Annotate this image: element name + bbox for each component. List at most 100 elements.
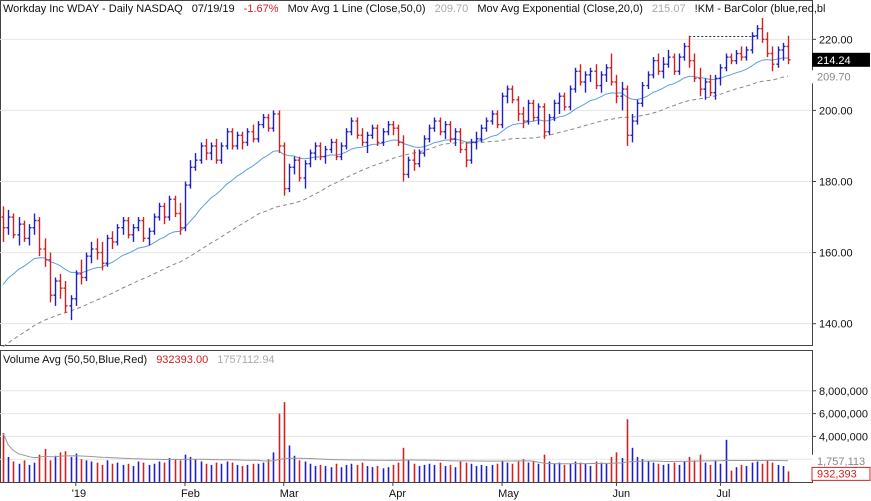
ohlc-bar [500, 92, 505, 129]
ohlc-bar [729, 53, 734, 65]
ohlc-bar [583, 71, 588, 93]
ma2-value: 215.07 [652, 3, 686, 15]
ohlc-bar [209, 142, 214, 161]
ohlc-bar [173, 195, 178, 218]
ohlc-bar [646, 71, 651, 90]
ohlc-bar [786, 35, 791, 65]
price-tick-label: 140.00 [819, 319, 853, 331]
ohlc-bar [443, 121, 448, 139]
ohlc-bar [750, 32, 755, 54]
price-tick-label: 160.00 [819, 248, 853, 260]
ohlc-bar [406, 156, 411, 178]
ohlc-bar [677, 53, 682, 75]
price-panel-frame [0, 0, 813, 346]
ohlc-bar [401, 135, 406, 182]
change-text: -1.67% [244, 3, 279, 15]
ohlc-bar [6, 209, 11, 235]
ohlc-bar [458, 128, 463, 154]
ohlc-bar [251, 124, 256, 143]
ohlc-bar [438, 117, 443, 136]
ohlc-bar [95, 238, 100, 260]
ohlc-bar [453, 128, 458, 146]
ohlc-bar [110, 231, 115, 250]
ohlc-bar [79, 259, 84, 285]
date-tick-label: Feb [181, 488, 200, 500]
ohlc-bar [74, 270, 79, 306]
ma1-value: 209.70 [435, 3, 469, 15]
ohlc-bar [594, 64, 599, 90]
price-bars [1, 18, 791, 321]
barcolor-label: !KM - BarColor (blue,red,bl [695, 3, 826, 15]
ohlc-bar [84, 252, 89, 282]
date-tick-label: Jul [716, 488, 730, 500]
ohlc-bar [261, 113, 266, 129]
ohlc-bar [609, 53, 614, 86]
ohlc-bar [386, 121, 391, 136]
ohlc-bar [271, 110, 276, 132]
volume-tick-label: 4,000,000 [819, 431, 868, 443]
volume-last-label: 932,393 [817, 468, 857, 480]
ohlc-bar [69, 295, 74, 321]
ohlc-bar [770, 46, 775, 72]
volume-last-box [811, 466, 871, 481]
ohlc-bar [427, 124, 432, 143]
ohlc-bar [521, 106, 526, 129]
ohlc-bar [318, 142, 323, 161]
ma1-label: Mov Avg 1 Line (Close,50,0) [288, 3, 426, 15]
date-tick-label: Jun [612, 488, 630, 500]
ohlc-bar [776, 46, 781, 68]
ohlc-bar [303, 160, 308, 189]
ohlc-bar [349, 117, 354, 136]
ohlc-bar [22, 220, 27, 242]
volume-avg-label: 1,757,113 [817, 456, 865, 468]
ohlc-bar [17, 217, 22, 246]
ohlc-bar [27, 224, 32, 246]
ohlc-bar [292, 156, 297, 175]
price-tick-label: 200.00 [819, 105, 853, 117]
ohlc-bar [666, 49, 671, 68]
ohlc-bar [193, 153, 198, 171]
ohlc-bar [235, 131, 240, 150]
volume-panel-frame [0, 350, 813, 483]
ohlc-bar [599, 71, 604, 93]
ohlc-bar [152, 213, 157, 235]
ohlc-bar [365, 131, 370, 154]
ohlc-bar [505, 85, 510, 104]
ohlc-bar [417, 149, 422, 168]
volume-axis: 8,000,0006,000,0004,000,0002,000,0001,75… [811, 386, 871, 481]
ohlc-bar [739, 46, 744, 61]
ma-value-label: 209.70 [817, 71, 851, 83]
ohlc-bar [635, 99, 640, 125]
ohlc-bar [381, 128, 386, 146]
ohlc-bar [698, 67, 703, 97]
ohlc-bar [32, 213, 37, 235]
ohlc-bar [131, 224, 136, 242]
ohlc-bar [412, 149, 417, 171]
ema20-line [2, 57, 789, 285]
ohlc-bar [656, 53, 661, 75]
ohlc-bar [282, 142, 287, 196]
ohlc-bar [765, 32, 770, 58]
ohlc-bar [604, 64, 609, 82]
ohlc-bar [204, 138, 209, 161]
ma2-label: Mov Avg Exponential (Close,20,0) [477, 3, 643, 15]
ohlc-bar [495, 110, 500, 129]
ohlc-bar [703, 78, 708, 100]
ohlc-bar [713, 74, 718, 100]
ohlc-bar [573, 67, 578, 93]
ohlc-bar [432, 117, 437, 132]
ohlc-bar [167, 195, 172, 221]
ohlc-bar [734, 49, 739, 65]
ohlc-bar [510, 85, 515, 104]
ohlc-bar [526, 99, 531, 125]
ohlc-bar [126, 217, 131, 239]
price-tick-label: 220.00 [819, 34, 853, 46]
ohlc-bar [557, 92, 562, 114]
ohlc-bar [287, 163, 292, 193]
ohlc-bar [63, 281, 68, 314]
ohlc-bar [479, 124, 484, 143]
ohlc-bar [360, 128, 365, 146]
ohlc-bar [100, 241, 105, 271]
ohlc-bar [755, 25, 760, 40]
ohlc-bar [625, 85, 630, 146]
